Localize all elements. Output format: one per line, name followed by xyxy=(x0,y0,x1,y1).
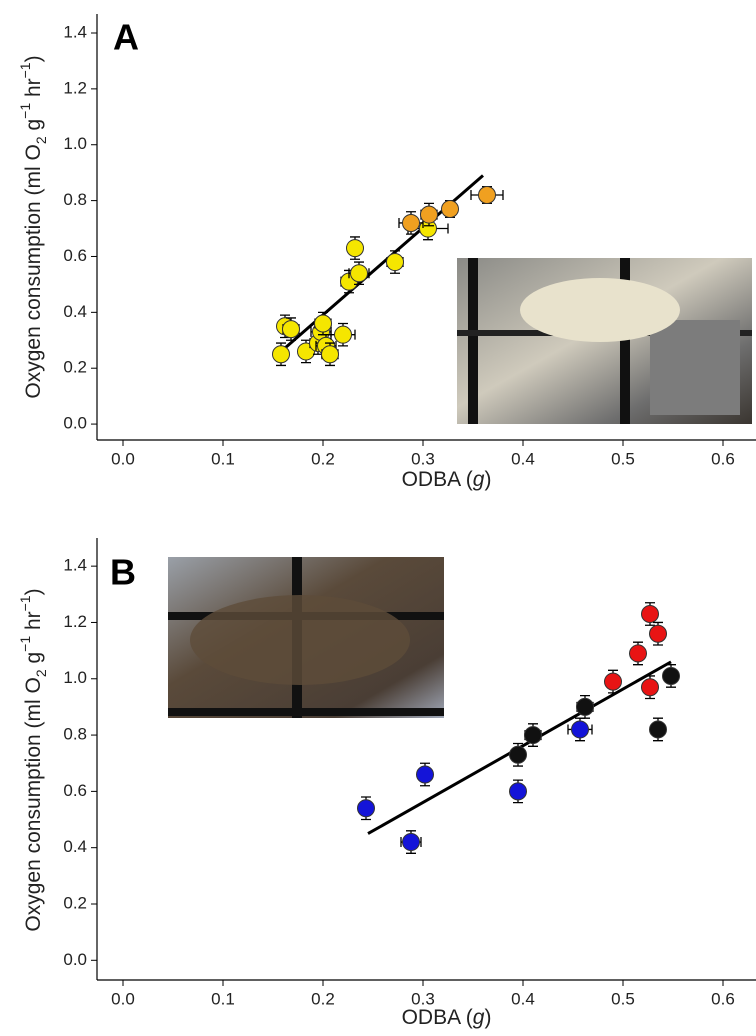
y-tick-label: 1.4 xyxy=(63,22,87,41)
data-point xyxy=(649,720,667,739)
data-point xyxy=(509,745,527,764)
y-tick-label: 0.2 xyxy=(63,893,87,912)
y-axis-title-part: ) xyxy=(22,55,45,62)
x-tick-label: 0.6 xyxy=(711,449,735,468)
x-axis-title-part: ODBA ( xyxy=(402,1006,473,1029)
y-axis-title-part: Oxygen consumption (ml O xyxy=(22,144,45,398)
x-tick-label: 0.1 xyxy=(211,989,235,1008)
data-point xyxy=(441,199,459,218)
y-axis-title: Oxygen consumption (ml O2 g−1 hr−1) xyxy=(17,588,49,931)
x-tick-label: 0.5 xyxy=(611,989,635,1008)
y-axis-title-part: 2 xyxy=(33,136,49,144)
x-tick-label: 0.4 xyxy=(511,989,535,1008)
data-point xyxy=(282,320,300,339)
data-point xyxy=(357,799,375,818)
data-point xyxy=(604,672,622,691)
panel-label: B xyxy=(110,552,136,593)
x-tick-label: 0.0 xyxy=(111,989,135,1008)
data-point xyxy=(641,678,659,697)
y-tick-label: 1.2 xyxy=(63,78,87,97)
y-tick-label: 0.6 xyxy=(63,246,87,265)
x-tick-label: 0.4 xyxy=(511,449,535,468)
data-point xyxy=(478,186,496,205)
data-point xyxy=(420,205,438,224)
data-point xyxy=(321,345,339,364)
data-point xyxy=(334,325,352,344)
y-axis-title-part: hr xyxy=(22,78,45,103)
x-axis-title-part: ) xyxy=(484,468,491,491)
y-tick-label: 0.6 xyxy=(63,781,87,800)
inset-photo xyxy=(457,258,752,424)
y-axis-title-part: g xyxy=(22,119,45,137)
inset-photo xyxy=(168,557,444,718)
y-tick-label: 0.8 xyxy=(63,190,87,209)
data-point xyxy=(629,644,647,663)
data-point xyxy=(350,264,368,283)
y-axis-title-part: −1 xyxy=(17,595,33,611)
x-tick-label: 0.0 xyxy=(111,449,135,468)
x-tick-label: 0.3 xyxy=(411,989,435,1008)
y-tick-label: 0.8 xyxy=(63,725,87,744)
panel-label: A xyxy=(113,17,139,58)
y-axis-title-part: Oxygen consumption (ml O xyxy=(22,677,45,931)
data-point xyxy=(524,726,542,745)
data-point xyxy=(649,624,667,643)
x-axis-title: ODBA (g) xyxy=(402,468,492,491)
y-axis-title: Oxygen consumption (ml O2 g−1 hr−1) xyxy=(17,55,49,398)
x-tick-label: 0.2 xyxy=(311,989,335,1008)
y-axis-title-part: −1 xyxy=(17,103,33,119)
y-tick-label: 0.4 xyxy=(63,302,87,321)
x-axis-title-part: ODBA ( xyxy=(402,468,473,491)
data-point xyxy=(402,833,420,852)
data-point xyxy=(509,782,527,801)
x-axis-title-part: ) xyxy=(484,1006,491,1029)
y-tick-label: 1.4 xyxy=(63,556,87,575)
data-point xyxy=(416,765,434,784)
y-tick-label: 0.0 xyxy=(63,950,87,969)
y-axis-title-part: hr xyxy=(22,611,45,636)
data-point xyxy=(662,666,680,685)
x-tick-label: 0.3 xyxy=(411,449,435,468)
x-tick-label: 0.6 xyxy=(711,989,735,1008)
y-axis-title-part: ) xyxy=(22,588,45,595)
y-tick-label: 1.0 xyxy=(63,668,87,687)
y-axis-title-part: −1 xyxy=(17,62,33,78)
x-axis-title: ODBA (g) xyxy=(402,1006,492,1029)
y-tick-label: 0.2 xyxy=(63,358,87,377)
y-tick-label: 1.0 xyxy=(63,134,87,153)
x-tick-label: 0.5 xyxy=(611,449,635,468)
x-axis-title-part: g xyxy=(473,1006,485,1029)
y-axis-title-part: −1 xyxy=(17,636,33,652)
y-tick-label: 0.0 xyxy=(63,414,87,433)
y-tick-label: 1.2 xyxy=(63,612,87,631)
x-tick-label: 0.2 xyxy=(311,449,335,468)
y-tick-label: 0.4 xyxy=(63,837,87,856)
data-point xyxy=(272,345,290,364)
data-point xyxy=(386,253,404,272)
y-axis-title-part: g xyxy=(22,652,45,670)
x-tick-label: 0.1 xyxy=(211,449,235,468)
y-axis-title-part: 2 xyxy=(33,669,49,677)
x-axis-title-part: g xyxy=(473,468,485,491)
data-point xyxy=(641,605,659,624)
data-point xyxy=(402,213,420,232)
data-point xyxy=(314,314,332,333)
data-point xyxy=(346,239,364,258)
data-point xyxy=(571,720,589,739)
data-point xyxy=(576,697,594,716)
